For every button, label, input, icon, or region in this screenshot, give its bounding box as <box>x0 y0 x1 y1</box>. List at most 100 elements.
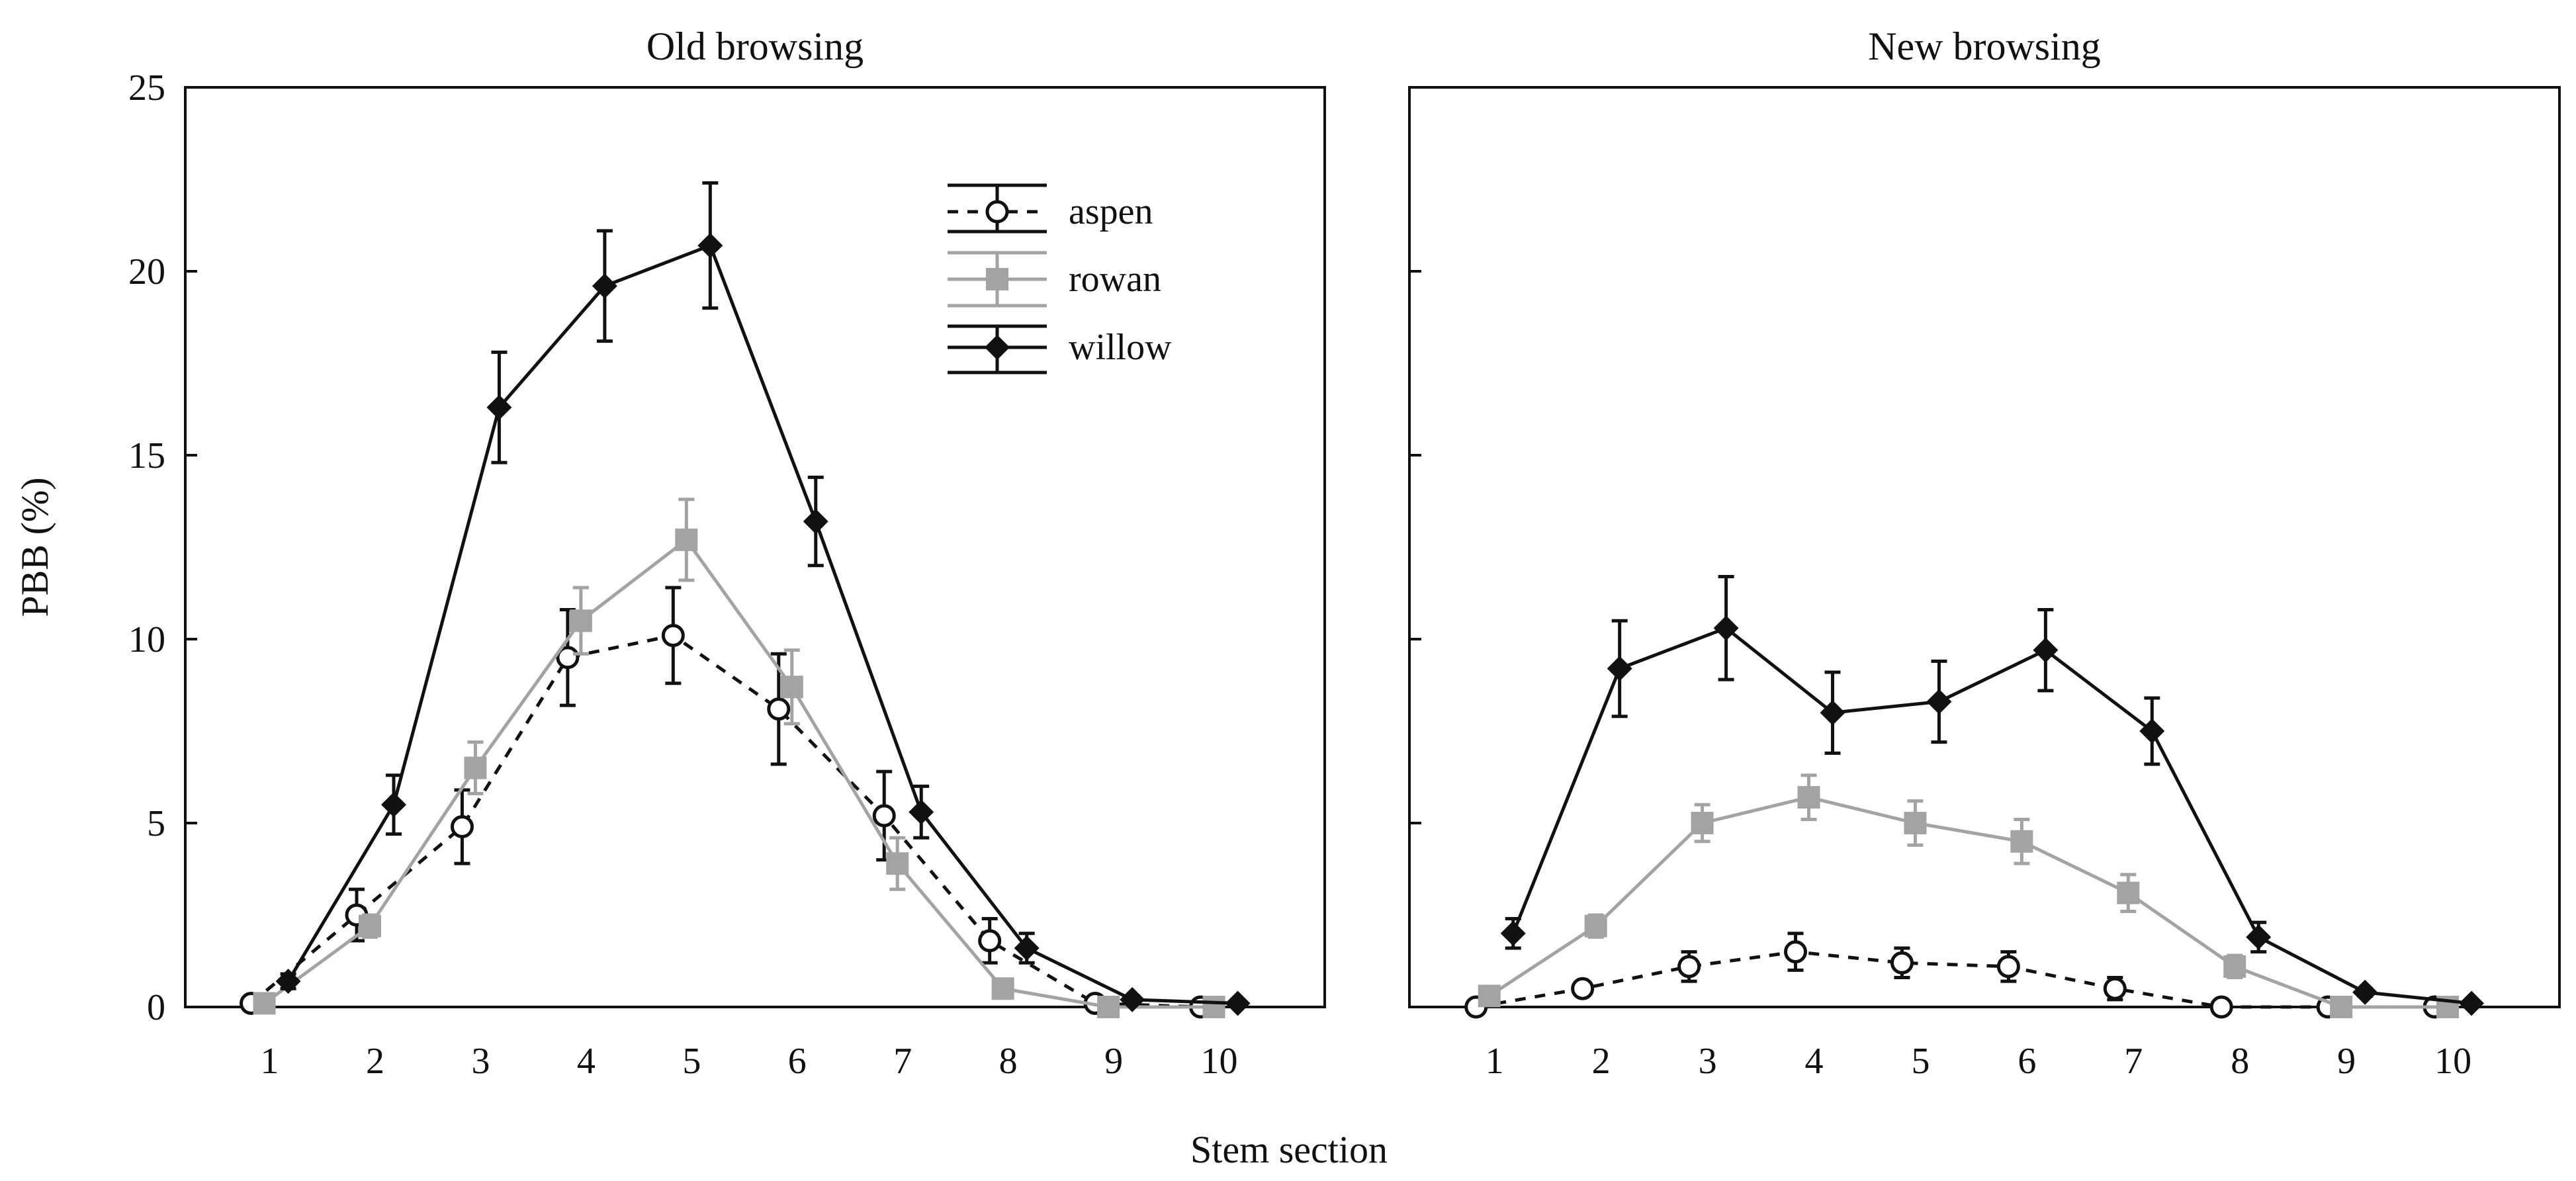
x-tick-label: 3 <box>1699 1041 1717 1082</box>
data-point-willow <box>803 509 828 535</box>
data-point-rowan <box>1904 812 1927 834</box>
x-tick-label: 8 <box>999 1041 1018 1082</box>
data-point-willow <box>1014 936 1040 961</box>
data-point-aspen <box>872 804 896 828</box>
x-tick-label: 3 <box>471 1041 490 1082</box>
data-point-aspen <box>1677 955 1701 979</box>
x-tick-label: 5 <box>682 1041 701 1082</box>
series-line-willow <box>287 243 1238 1005</box>
data-point-rowan <box>886 852 909 875</box>
x-tick-label: 1 <box>1486 1041 1504 1082</box>
y-tick-label: 15 <box>128 435 165 476</box>
data-point-rowan <box>1584 914 1607 938</box>
data-point-rowan <box>675 528 698 551</box>
panel-title: Old browsing <box>646 24 864 68</box>
data-point-willow <box>909 799 934 825</box>
data-point-aspen <box>2209 995 2233 1019</box>
x-tick-label: 4 <box>577 1041 596 1082</box>
data-point-willow <box>1713 615 1739 641</box>
data-point-willow <box>592 273 617 299</box>
legend-entry-rowan: rowan <box>948 251 1161 308</box>
legend-marker-rowan <box>986 268 1008 290</box>
plot-frame <box>184 86 1326 1008</box>
series-line-aspen <box>249 633 1201 1009</box>
data-point-aspen <box>661 623 685 647</box>
data-point-aspen <box>2103 977 2127 1000</box>
x-tick-label: 2 <box>1592 1041 1611 1082</box>
series-willow <box>275 181 1251 1016</box>
y-tick-label: 25 <box>128 67 165 109</box>
data-point-aspen <box>1571 977 1595 1000</box>
data-point-willow <box>697 233 723 259</box>
y-tick-label: 20 <box>128 251 165 292</box>
data-point-aspen <box>1996 955 2020 979</box>
series-line-aspen <box>1476 950 2435 1009</box>
data-point-willow <box>486 394 512 420</box>
data-point-willow <box>381 792 406 818</box>
y-tick-label: 10 <box>128 619 165 660</box>
x-tick-label: 9 <box>2337 1041 2356 1082</box>
panel-old-browsing: Old browsing PBB (%) 0 5 10 15 20 25 1 2 3 4 5 6 7 8… <box>13 24 1326 1082</box>
series-aspen <box>1464 932 2446 1019</box>
x-tick-label: 6 <box>788 1041 807 1082</box>
x-tick-label: 4 <box>1805 1041 1824 1082</box>
legend-entry-willow: willow <box>948 324 1172 374</box>
panel-title: New browsing <box>1868 24 2101 68</box>
x-tick-label: 5 <box>1911 1041 1930 1082</box>
data-point-rowan <box>1478 984 1501 1008</box>
data-point-rowan <box>2223 955 2246 978</box>
legend: aspen rowan willow <box>948 183 1172 374</box>
data-point-rowan <box>780 676 803 699</box>
panel-new-browsing: New browsing 1 2 3 4 5 6 7 8 9 10 <box>1408 24 2561 1082</box>
x-tick-label: 10 <box>2434 1041 2471 1082</box>
series-line-rowan <box>1488 795 2448 1009</box>
data-point-rowan <box>1691 812 1714 834</box>
y-tick-label: 0 <box>147 987 165 1028</box>
x-tick-label: 10 <box>1201 1041 1238 1082</box>
x-tick-label: 8 <box>2231 1041 2249 1082</box>
data-point-aspen <box>556 646 580 670</box>
x-tick-label: 2 <box>366 1041 384 1082</box>
data-point-aspen <box>1890 951 1914 975</box>
data-point-willow <box>2246 924 2272 950</box>
data-point-willow <box>1820 700 1845 726</box>
legend-entry-aspen: aspen <box>948 183 1153 234</box>
legend-label: willow <box>1069 327 1172 368</box>
data-point-rowan <box>2010 830 2033 853</box>
data-point-willow <box>2352 979 2378 1005</box>
data-point-rowan <box>2117 881 2140 904</box>
x-axis-title: Stem section <box>1190 1128 1388 1171</box>
y-axis-title: PBB (%) <box>13 477 56 617</box>
series-willow <box>1500 574 2485 1016</box>
data-point-willow <box>1120 986 1145 1012</box>
legend-marker-aspen <box>985 200 1009 224</box>
data-point-rowan <box>1202 996 1225 1018</box>
data-point-willow <box>1225 990 1251 1016</box>
data-point-rowan <box>359 914 381 938</box>
series-rowan <box>253 498 1225 1018</box>
data-point-rowan <box>464 756 487 779</box>
x-tick-label: 7 <box>893 1041 912 1082</box>
series-line-rowan <box>263 537 1214 1009</box>
legend-label: aspen <box>1069 191 1153 232</box>
data-point-willow <box>2459 990 2485 1016</box>
plot-frame <box>1408 86 2561 1008</box>
x-tick-label: 6 <box>2018 1041 2036 1082</box>
x-tick-label: 7 <box>2124 1041 2143 1082</box>
data-point-willow <box>1607 656 1632 681</box>
y-tick-label: 5 <box>147 803 165 844</box>
data-point-aspen <box>1784 940 1808 964</box>
series-rowan <box>1478 773 2460 1018</box>
data-point-rowan <box>1797 786 1820 809</box>
data-point-rowan <box>253 992 276 1015</box>
legend-label: rowan <box>1069 259 1161 300</box>
data-point-willow <box>2033 637 2059 663</box>
x-tick-label: 9 <box>1104 1041 1123 1082</box>
data-point-willow <box>1926 689 1952 715</box>
data-point-aspen <box>767 697 791 721</box>
data-point-rowan <box>1097 996 1120 1018</box>
data-point-aspen <box>450 815 474 839</box>
x-tick-label: 1 <box>261 1041 279 1082</box>
data-point-willow <box>2139 719 2165 744</box>
